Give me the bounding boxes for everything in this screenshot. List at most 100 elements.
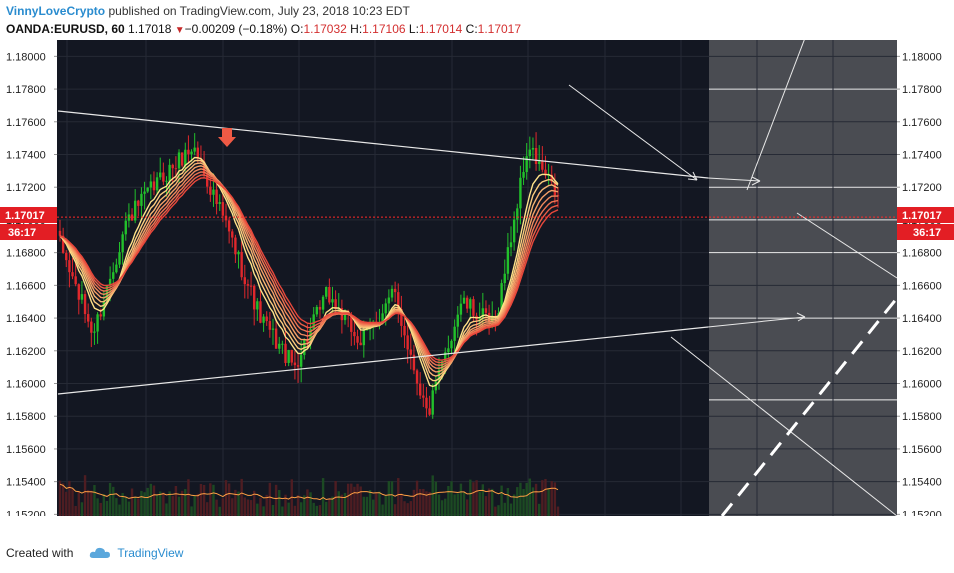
volume-bar — [372, 499, 375, 516]
close-value: 1.17017 — [477, 22, 522, 36]
arrow-head-2 — [751, 176, 761, 186]
ema-line — [59, 165, 559, 373]
volume-ma-line — [59, 483, 559, 501]
dashed-projection-line[interactable] — [720, 297, 899, 517]
candle-body — [202, 161, 206, 175]
candle-body — [218, 202, 221, 205]
volume-bar — [494, 506, 497, 516]
candle-body — [447, 348, 450, 353]
price-tick-right: 1.18000 — [902, 51, 942, 63]
volume-bar — [481, 484, 485, 516]
candle-body — [425, 397, 428, 409]
author-link[interactable]: VinnyLoveCrypto — [6, 4, 106, 18]
candle-body — [121, 234, 124, 253]
price-chart[interactable]: 1.18000 1.18000 1.17800 1.17800 1.17600 1.176… — [0, 37, 954, 533]
volume-bar — [328, 499, 331, 516]
volume-bar — [418, 489, 422, 516]
volume-bar — [306, 489, 309, 516]
last-price: 1.17018 — [128, 22, 172, 36]
volume-bar — [528, 478, 532, 516]
ema-line — [59, 168, 558, 370]
candle-body — [281, 343, 284, 345]
candle-body — [431, 390, 434, 415]
volume-bar — [296, 495, 300, 516]
price-tick-left: 1.16200 — [6, 346, 46, 358]
arrow-line-1[interactable] — [568, 84, 698, 181]
volume-bar — [403, 501, 406, 516]
candle-body — [124, 220, 127, 235]
volume-bar — [541, 480, 544, 516]
arrow-line-2[interactable] — [707, 177, 761, 182]
volume-bar — [462, 492, 466, 516]
volume-bar — [334, 480, 337, 516]
candle-body — [99, 314, 102, 317]
candle-body — [325, 286, 328, 297]
volume-bar — [274, 484, 278, 516]
volume-bar — [127, 501, 131, 516]
down-arrow-marker — [218, 128, 236, 147]
volume-bar — [425, 491, 428, 516]
candle-body — [506, 247, 510, 274]
candle-body — [168, 164, 171, 181]
volume-bar — [133, 497, 137, 516]
volume-bar — [77, 491, 80, 516]
volume-bar — [121, 493, 124, 516]
volume-bar — [465, 499, 469, 516]
arrow-line-3[interactable] — [707, 316, 806, 328]
falling-line-lower[interactable] — [670, 336, 898, 517]
candle-body — [456, 314, 459, 327]
rising-line[interactable] — [746, 37, 806, 191]
candle-body — [362, 330, 366, 346]
candle-body — [143, 191, 146, 194]
candle-body — [252, 285, 256, 310]
candle-body — [212, 189, 215, 195]
volume-bar — [287, 502, 290, 516]
falling-line-upper[interactable] — [796, 212, 898, 279]
volume-bar — [196, 493, 200, 516]
volume-bar — [240, 478, 243, 516]
volume-bar — [378, 491, 381, 516]
volume-bar — [469, 479, 472, 516]
candle-body — [544, 169, 547, 176]
descending-trendline[interactable] — [57, 110, 709, 179]
volume-bar — [124, 497, 127, 516]
candle-body — [453, 326, 456, 341]
candle-body — [500, 283, 503, 314]
price-tick-left: 1.15600 — [6, 444, 46, 456]
candle-body — [196, 147, 200, 159]
volume-bar — [149, 483, 153, 516]
volume-bar — [174, 485, 178, 516]
candle-body — [334, 299, 337, 310]
candle-body — [353, 331, 356, 337]
candle-body — [415, 370, 419, 384]
volume-bar — [212, 484, 215, 516]
volume-bar — [80, 502, 84, 516]
volume-bar — [315, 505, 319, 516]
volume-bar — [284, 494, 287, 516]
right-axis-bg — [897, 40, 954, 516]
volume-bar — [459, 483, 463, 516]
price-tick-right: 1.17600 — [902, 117, 942, 129]
candle-body — [534, 147, 538, 165]
price-tick-left: 1.16000 — [6, 379, 46, 391]
volume-bar — [58, 480, 62, 516]
volume-bar — [61, 483, 65, 516]
price-axis[interactable]: 1.18000 1.18000 1.17800 1.17800 1.17600 1.176… — [6, 51, 942, 521]
volume-bar — [224, 480, 228, 516]
candle-body — [61, 235, 65, 253]
candle-body — [465, 297, 469, 309]
volume-bar — [340, 494, 344, 516]
tradingview-link[interactable]: TradingView — [117, 546, 184, 560]
price-tick-right: 1.16400 — [902, 313, 942, 325]
volume-bar — [387, 481, 391, 516]
left-countdown-label: 36:17 — [8, 227, 36, 239]
close-label: C: — [465, 22, 478, 36]
candle-body — [412, 354, 416, 371]
volume-bar — [346, 483, 350, 516]
ema-line — [59, 156, 559, 388]
chart-area[interactable]: 1.18000 1.18000 1.17800 1.17800 1.17600 1.176… — [0, 37, 954, 533]
ascending-trendline[interactable] — [57, 326, 709, 395]
volume-bar — [475, 480, 478, 516]
candle-body — [528, 149, 532, 157]
volume-bar — [437, 494, 441, 516]
